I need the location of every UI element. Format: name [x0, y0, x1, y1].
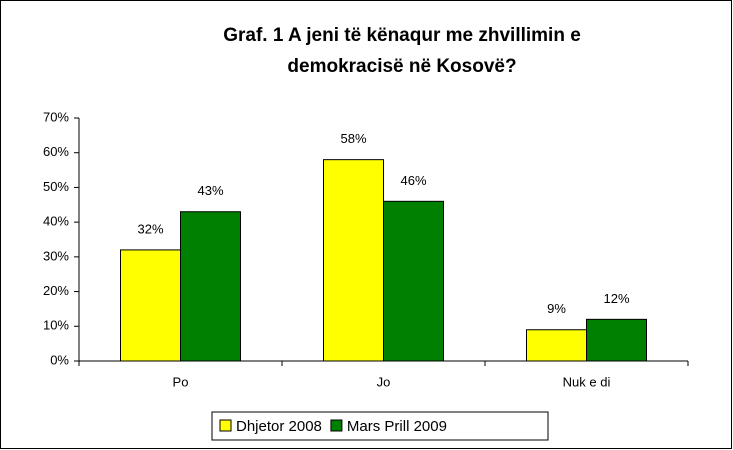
y-tick-label: 40%: [43, 214, 69, 229]
data-label: 46%: [400, 173, 426, 188]
y-tick-label: 20%: [43, 283, 69, 298]
legend-swatch: [219, 419, 232, 432]
data-label: 32%: [137, 221, 163, 236]
y-tick-label: 60%: [43, 144, 69, 159]
x-tick-label: Po: [173, 374, 189, 389]
data-label: 9%: [547, 301, 566, 316]
legend-swatch: [330, 419, 343, 432]
bar: [323, 159, 384, 362]
bar: [120, 249, 181, 362]
data-label: 58%: [340, 131, 366, 146]
chart-title: demokracisë në Kosovë?: [287, 56, 516, 77]
bar: [383, 200, 444, 362]
y-tick-label: 50%: [43, 179, 69, 194]
x-tick-label: Jo: [377, 374, 391, 389]
legend-label: Dhjetor 2008: [236, 418, 322, 435]
data-label: 12%: [603, 291, 629, 306]
chart-title: Graf. 1 A jeni të kënaqur me zhvillimin …: [223, 25, 581, 46]
x-tick-label: Nuk e di: [563, 374, 611, 389]
y-tick-label: 70%: [43, 109, 69, 124]
legend-label: Mars Prill 2009: [347, 418, 447, 435]
y-tick-label: 0%: [50, 352, 69, 367]
bar: [180, 211, 241, 362]
data-label: 43%: [197, 183, 223, 198]
y-tick-label: 10%: [43, 318, 69, 333]
y-tick-label: 30%: [43, 248, 69, 263]
bar: [586, 318, 647, 362]
bar: [526, 329, 587, 362]
legend-box: [211, 411, 549, 441]
